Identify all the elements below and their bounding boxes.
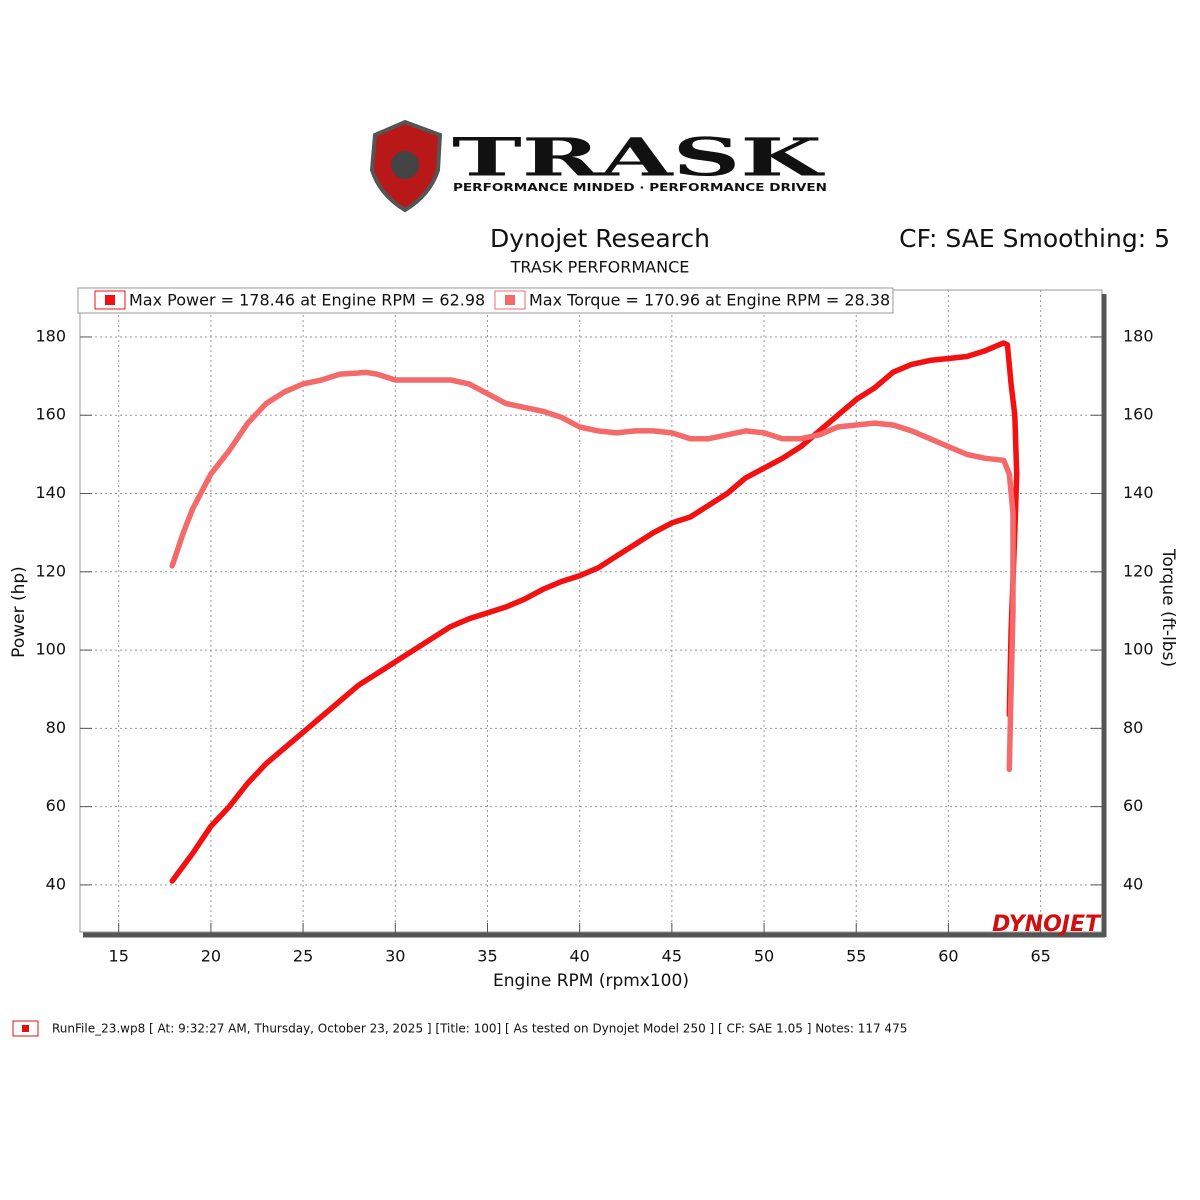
y2-tick-label: 160 (1123, 405, 1154, 424)
x-tick-label: 65 (1030, 947, 1050, 966)
legend-label: Max Torque = 170.96 at Engine RPM = 28.3… (529, 291, 890, 310)
x-axis-label: Engine RPM (rpmx100) (493, 971, 689, 991)
x-tick-label: 35 (477, 947, 497, 966)
x-tick-label: 25 (293, 947, 313, 966)
corner-note: CF: SAE Smoothing: 5 (899, 224, 1170, 253)
x-tick-label: 20 (201, 947, 221, 966)
y-tick-label: 60 (46, 796, 66, 815)
x-tick-label: 30 (385, 947, 405, 966)
legend-label: Max Power = 178.46 at Engine RPM = 62.98 (129, 291, 485, 310)
y-axis-label: Power (hp) (9, 566, 29, 658)
lines (169, 340, 1020, 884)
logo-tagline: PERFORMANCE MINDED · PERFORMANCE DRIVEN (453, 181, 827, 194)
y-tick-label: 80 (46, 718, 66, 737)
y2-tick-label: 140 (1123, 483, 1154, 502)
chart-title: Dynojet Research (490, 224, 710, 253)
y-tick-label: 160 (35, 405, 66, 424)
x-tick-label: 55 (846, 947, 866, 966)
logo: TRASK PERFORMANCE MINDED · PERFORMANCE D… (369, 119, 827, 213)
logo-text: TRASK (452, 128, 825, 189)
y-tick-label: 140 (35, 483, 66, 502)
y2-tick-label: 40 (1123, 874, 1143, 893)
y2-tick-label: 180 (1123, 326, 1154, 345)
x-tick-label: 15 (109, 947, 129, 966)
legend-marker (105, 295, 115, 305)
plot-frame (79, 289, 1103, 933)
y2-tick-label: 120 (1123, 561, 1154, 580)
footer: RunFile_23.wp8 [ At: 9:32:27 AM, Thursda… (52, 1022, 907, 1036)
y-tick-label: 40 (46, 874, 66, 893)
x-tick-label: 45 (662, 947, 682, 966)
y2-tick-label: 80 (1123, 718, 1143, 737)
x-tick-label: 60 (938, 947, 958, 966)
chart-subtitle: TRASK PERFORMANCE (510, 258, 690, 277)
legend-marker (505, 295, 515, 305)
watermark: DYNOJET (992, 912, 1102, 937)
footer-marker (22, 1025, 29, 1032)
series-line (169, 369, 1016, 773)
series-line (169, 340, 1020, 884)
x-tick-label: 40 (569, 947, 589, 966)
y-tick-label: 100 (35, 640, 66, 659)
legend: Max Power = 178.46 at Engine RPM = 62.98… (94, 290, 890, 310)
y2-axis-label: Torque (ft-lbs) (1158, 548, 1178, 667)
x-tick-label: 50 (754, 947, 774, 966)
y2-tick-label: 100 (1123, 640, 1154, 659)
y2-tick-label: 60 (1123, 796, 1143, 815)
y-tick-label: 180 (35, 326, 66, 345)
y-tick-label: 120 (35, 561, 66, 580)
legend-box (77, 287, 894, 314)
logo-emblem (391, 151, 419, 179)
